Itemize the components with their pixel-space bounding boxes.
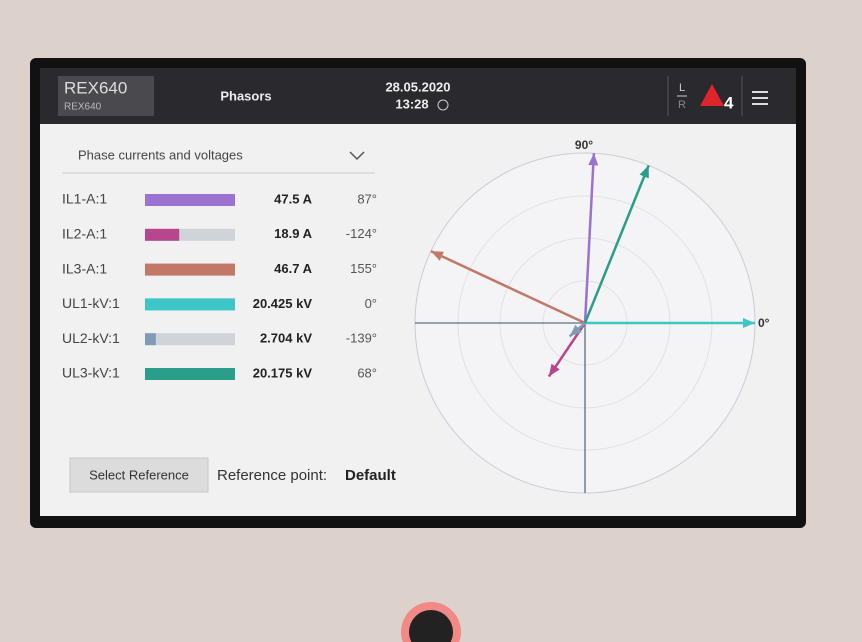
row-value: 47.5 A [274,191,312,206]
row-name: IL1-A:1 [62,191,107,207]
row-angle: 68° [357,365,377,380]
alarm-count: 4 [724,93,734,112]
reference-value: Default [345,467,396,484]
row-name: UL3-kV:1 [62,365,120,381]
device-sub: REX640 [64,102,102,113]
row-name: IL2-A:1 [62,226,107,242]
reference-label: Reference point: [217,467,327,484]
row-name: UL2-kV:1 [62,330,120,346]
date: 28.05.2020 [385,79,450,94]
body: REX640 REX640 Phasors 28.05.2020 13:28 L… [0,0,862,642]
row-angle: 155° [350,261,377,276]
device-photo: REX640 REX640 Phasors 28.05.2020 13:28 L… [0,0,862,642]
row-angle: 0° [365,296,377,311]
row-angle: 87° [357,191,377,206]
magnitude-bar [145,194,235,206]
magnitude-bar [145,264,235,276]
page-title: Phasors [220,88,271,103]
menu-line [752,97,768,99]
row-value: 18.9 A [274,226,312,241]
menu-line [752,91,768,93]
bar-track [145,333,235,345]
row-angle: -139° [346,331,377,346]
magnitude-bar [145,333,156,345]
row-value: 2.704 kV [260,331,312,346]
label-0: 0° [758,316,770,330]
time: 13:28 [395,96,428,111]
device-name: REX640 [64,78,127,97]
row-angle: -124° [346,226,377,241]
row-name: IL3-A:1 [62,260,107,276]
row-name: UL1-kV:1 [62,295,120,311]
magnitude-bar [145,368,235,380]
row-value: 20.425 kV [253,296,313,311]
menu-line [752,103,768,105]
magnitude-bar [145,298,235,310]
local-indicator: L [679,82,685,94]
button-label: Select Reference [89,467,189,482]
select-reference-button[interactable]: Select Reference [70,458,208,492]
page: Phasors {"header": {"device": "REX640", … [0,0,862,642]
row-value: 20.175 kV [253,365,313,380]
remote-indicator: R [678,99,686,111]
row-value: 46.7 A [274,261,312,276]
selector-text: Phase currents and voltages [78,147,243,162]
magnitude-bar [145,229,179,241]
label-90: 90° [575,138,593,152]
